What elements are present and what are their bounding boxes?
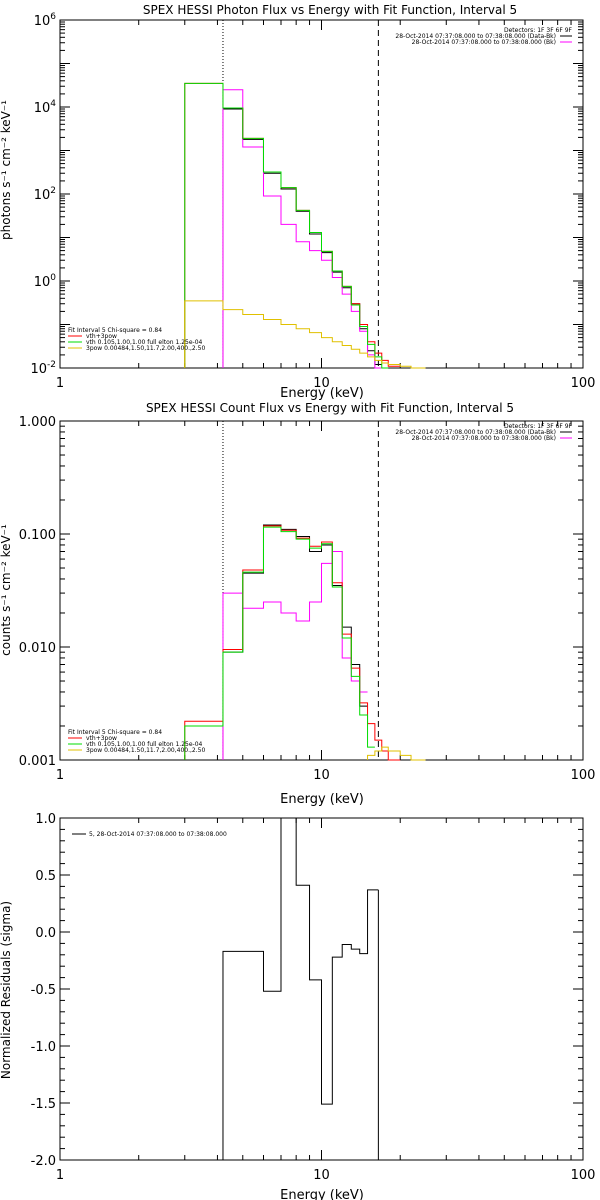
photon-flux-series-3pow bbox=[184, 300, 426, 369]
legend-fit-interval: Fit Interval 5 Chi-square = 0.84 bbox=[68, 327, 162, 334]
count-flux-series-vth-3pow bbox=[184, 525, 401, 761]
count-flux-series-bk bbox=[222, 551, 368, 760]
residuals-y-tick-label: 1.0 bbox=[35, 812, 56, 827]
count-flux-y-tick-label: 0.100 bbox=[19, 528, 56, 543]
count-flux-series-data-bk bbox=[222, 524, 368, 760]
count-flux-y-tick-label: 0.010 bbox=[19, 641, 56, 656]
photon-flux-frame bbox=[59, 19, 584, 369]
residuals-legend-text: 5, 28-Oct-2014 07:37:08.000 to 07:38:08.… bbox=[89, 831, 227, 838]
residuals-y-tick-label: 0.0 bbox=[35, 926, 56, 941]
photon-flux-chart-title: SPEX HESSI Photon Flux vs Energy with Fi… bbox=[143, 3, 517, 17]
legend-vth: vth 0.105,1.00,1.00 full elton 1.25e-04 bbox=[86, 741, 203, 748]
count-flux-panel: SPEX HESSI Count Flux vs Energy with Fit… bbox=[0, 401, 595, 807]
legend-detectors: Detectors: 1F 3F 6F 9F bbox=[504, 27, 573, 34]
legend-vth3pow: vth+3pow bbox=[86, 735, 117, 742]
count-flux-y-tick-label: 0.001 bbox=[19, 754, 56, 769]
residuals-y-tick-label: 0.5 bbox=[35, 869, 56, 884]
photon-flux-y-tick-label: 106 bbox=[34, 12, 57, 29]
photon-flux-x-axis-label: Energy (keV) bbox=[280, 386, 364, 401]
residuals-x-tick-label: 100 bbox=[571, 1168, 596, 1183]
count-flux-x-tick-label: 10 bbox=[313, 768, 330, 783]
residuals-y-tick-label: -1.5 bbox=[31, 1097, 56, 1112]
photon-flux-y-tick-label: 100 bbox=[34, 273, 57, 290]
count-flux-x-tick-label: 100 bbox=[571, 768, 596, 783]
count-flux-series-3pow bbox=[367, 746, 426, 761]
residuals-y-tick-label: -2.0 bbox=[31, 1154, 56, 1169]
legend-3pow: 3pow 0.00484,1.50,11.7,2.00,400.,2.50 bbox=[86, 747, 205, 754]
count-flux-legend-top-right: Detectors: 1F 3F 6F 9F 28-Oct-2014 07:37… bbox=[395, 423, 572, 442]
photon-flux-series-bk bbox=[222, 89, 382, 369]
photon-flux-y-axis-label: photons s⁻¹ cm⁻² keV⁻¹ bbox=[0, 100, 13, 240]
count-flux-series-vth bbox=[184, 526, 375, 760]
photon-flux-plot: 1 10 100 106 104 102 100 10-2 bbox=[30, 12, 595, 391]
legend-3pow: 3pow 0.00484,1.50,11.7,2.00,400.,2.50 bbox=[86, 345, 205, 352]
photon-flux-panel: SPEX HESSI Photon Flux vs Energy with Fi… bbox=[0, 3, 595, 401]
count-flux-y-tick-label: 1.000 bbox=[19, 415, 56, 430]
legend-detectors: Detectors: 1F 3F 6F 9F bbox=[504, 423, 573, 430]
photon-flux-y-tick-label: 102 bbox=[34, 186, 56, 203]
photon-flux-legend-bottom-left: Fit Interval 5 Chi-square = 0.84 vth+3po… bbox=[68, 327, 205, 352]
residuals-x-tick-label: 1 bbox=[56, 1168, 64, 1183]
count-flux-x-tick-label: 1 bbox=[56, 768, 64, 783]
residuals-x-tick-label: 10 bbox=[313, 1168, 330, 1183]
photon-flux-series-vth-3pow bbox=[184, 82, 401, 368]
residuals-x-axis-label: Energy (keV) bbox=[280, 1188, 364, 1200]
residuals-legend: 5, 28-Oct-2014 07:37:08.000 to 07:38:08.… bbox=[72, 831, 227, 838]
residuals-y-tick-label: -1.0 bbox=[31, 1040, 56, 1055]
legend-vth3pow: vth+3pow bbox=[86, 333, 117, 340]
legend-vth: vth 0.105,1.00,1.00 full elton 1.25e-04 bbox=[86, 339, 203, 346]
photon-flux-legend-top-right: Detectors: 1F 3F 6F 9F 28-Oct-2014 07:37… bbox=[395, 27, 572, 46]
residuals-plot: 1 10 100 1.0 0.5 0.0 -0.5 -1.0 -1.5 -2.0 bbox=[31, 812, 596, 1183]
residuals-y-tick-label: -0.5 bbox=[31, 983, 56, 998]
photon-flux-x-tick-label: 100 bbox=[571, 376, 596, 391]
count-flux-chart-title: SPEX HESSI Count Flux vs Energy with Fit… bbox=[146, 401, 514, 415]
legend-bk: 28-Oct-2014 07:37:08.000 to 07:38:08.000… bbox=[412, 39, 556, 46]
residuals-y-axis-label: Normalized Residuals (sigma) bbox=[0, 901, 13, 1079]
residuals-series-5-28-oct-2014-07-37-08-000-to-07-38-08-000 bbox=[222, 817, 379, 1160]
residuals-panel: 1 10 100 1.0 0.5 0.0 -0.5 -1.0 -1.5 -2.0 Energy (… bbox=[0, 812, 595, 1200]
legend-data-bk: 28-Oct-2014 07:37:08.000 to 07:38:08.000… bbox=[395, 429, 556, 436]
photon-flux-y-tick-label: 104 bbox=[34, 99, 57, 116]
legend-fit-interval: Fit Interval 5 Chi-square = 0.84 bbox=[68, 729, 162, 736]
photon-flux-series-vth bbox=[184, 82, 389, 369]
count-flux-plot: 1 10 100 1.000 0.100 0.010 0.001 bbox=[19, 415, 596, 783]
count-flux-x-axis-label: Energy (keV) bbox=[280, 792, 364, 807]
legend-data-bk: 28-Oct-2014 07:37:08.000 to 07:38:08.000… bbox=[395, 33, 556, 40]
photon-flux-x-tick-label: 1 bbox=[56, 376, 64, 391]
photon-flux-y-tick-label: 10-2 bbox=[30, 360, 56, 377]
count-flux-legend-bottom-left: Fit Interval 5 Chi-square = 0.84 vth+3po… bbox=[68, 729, 205, 754]
legend-bk: 28-Oct-2014 07:37:08.000 to 07:38:08.000… bbox=[412, 435, 556, 442]
photon-flux-x-tick-label: 10 bbox=[313, 376, 330, 391]
count-flux-y-axis-label: counts s⁻¹ cm⁻² keV⁻¹ bbox=[0, 524, 13, 656]
